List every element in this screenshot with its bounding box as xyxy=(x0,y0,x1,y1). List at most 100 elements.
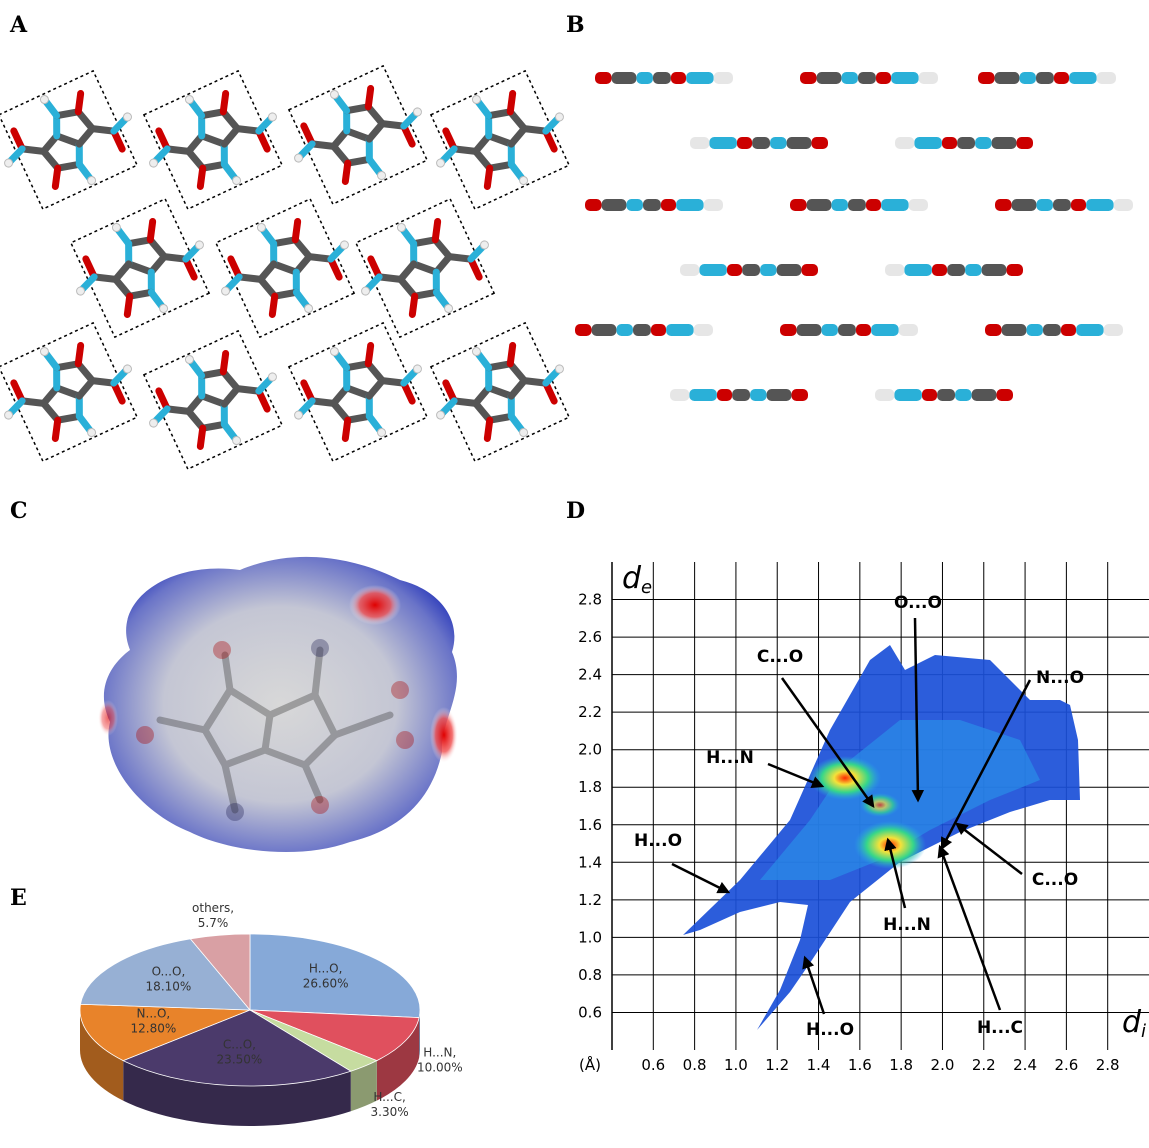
rod-segment xyxy=(891,72,919,84)
panel-d-fingerprint-plot: 0.60.81.01.21.41.61.82.02.22.42.62.80.60… xyxy=(578,561,1149,1074)
x-tick-label: 1.8 xyxy=(889,1056,913,1074)
bond xyxy=(202,396,225,404)
x-tick-label: 2.2 xyxy=(972,1056,996,1074)
bond xyxy=(269,296,279,314)
bond xyxy=(52,420,62,438)
rod-segment xyxy=(742,264,760,276)
rod-segment xyxy=(787,137,812,149)
x-tick-label: 1.6 xyxy=(848,1056,872,1074)
bond xyxy=(57,388,80,396)
annotation: H...O xyxy=(806,1020,854,1040)
rod-segment xyxy=(670,389,689,401)
rod-segment xyxy=(752,137,770,149)
x-axis-label-main: d xyxy=(1122,1005,1142,1040)
rod-segment xyxy=(780,324,797,336)
rod-segment xyxy=(686,72,714,84)
bond xyxy=(220,94,230,112)
bond xyxy=(432,222,442,240)
rod-segment xyxy=(1006,264,1023,276)
annotation-arrow xyxy=(805,958,824,1014)
rod-segment xyxy=(972,389,997,401)
rod-segment xyxy=(995,199,1012,211)
bond xyxy=(484,420,494,438)
rod-segment xyxy=(942,137,957,149)
bond xyxy=(347,388,370,396)
y-tick-label: 1.0 xyxy=(578,928,602,946)
rod-segment xyxy=(1053,199,1071,211)
rod-segment xyxy=(676,199,704,211)
bond xyxy=(274,264,297,272)
rod-segment xyxy=(881,199,909,211)
annotation: H...N xyxy=(883,915,931,935)
pie-value-label: 18.10% xyxy=(146,980,192,994)
y-tick-label: 0.6 xyxy=(578,1003,602,1021)
rod-segment xyxy=(1114,199,1133,211)
rod-segment xyxy=(856,324,871,336)
y-tick-label: 2.2 xyxy=(578,703,602,721)
rod-segment xyxy=(1026,324,1043,336)
bond xyxy=(484,168,494,186)
rod-segment xyxy=(612,72,637,84)
rod-segment xyxy=(811,137,828,149)
pie-label: O...O, xyxy=(152,965,186,979)
rod-segment xyxy=(909,199,928,211)
rod-segment xyxy=(704,199,723,211)
bond xyxy=(507,346,517,364)
y-tick-label: 1.6 xyxy=(578,816,602,834)
rod-segment xyxy=(982,264,1007,276)
rod-segment xyxy=(957,137,975,149)
rod-segment xyxy=(592,324,617,336)
rod-segment xyxy=(651,324,666,336)
pie-value-label: 5.7% xyxy=(198,916,229,930)
rod-segment xyxy=(817,72,842,84)
x-tick-label: 2.0 xyxy=(931,1056,955,1074)
rod-segment xyxy=(978,72,995,84)
rod-segment xyxy=(671,72,686,84)
rod-segment xyxy=(955,389,972,401)
pie-value-label: 3.30% xyxy=(371,1105,409,1119)
bond xyxy=(489,136,512,144)
rod-segment xyxy=(585,199,602,211)
rod-segment xyxy=(919,72,938,84)
page: {"panel_labels": ["A", "B", "C", "D", "E… xyxy=(0,0,1149,1148)
x-tick-label: 0.6 xyxy=(641,1056,665,1074)
x-tick-label: 1.0 xyxy=(724,1056,748,1074)
rod-segment xyxy=(777,264,802,276)
rod-segment xyxy=(995,72,1020,84)
panel-e-pie: H...O,26.60%H...N,10.00%H...C,3.30%C...O… xyxy=(80,901,463,1126)
surface xyxy=(104,557,457,852)
bond xyxy=(292,222,302,240)
annotation-arrow xyxy=(940,847,1000,1010)
rod-segment xyxy=(689,389,717,401)
bond xyxy=(197,168,207,186)
bond xyxy=(489,388,512,396)
molecule xyxy=(264,298,453,487)
pie-label: N...O, xyxy=(137,1007,171,1021)
bond xyxy=(347,131,370,139)
rod-segment xyxy=(885,264,904,276)
rod-segment xyxy=(790,199,807,211)
panel-c-hirshfeld-surface xyxy=(98,557,458,852)
contact-spot xyxy=(349,585,401,625)
molecule xyxy=(0,46,162,235)
annotation: N...O xyxy=(1036,668,1084,688)
rod-segment xyxy=(947,264,965,276)
pie-label: H...O, xyxy=(309,961,343,975)
bond xyxy=(342,163,352,181)
rod-segment xyxy=(727,264,742,276)
rod-segment xyxy=(1002,324,1027,336)
annotation-arrow xyxy=(957,824,1022,874)
rod-segment xyxy=(1012,199,1037,211)
annotation-arrow xyxy=(672,864,728,892)
rod-segment xyxy=(595,72,612,84)
molecule xyxy=(119,46,308,235)
panel-a-crystal-packing xyxy=(0,41,594,495)
x-tick-label: 2.4 xyxy=(1013,1056,1037,1074)
rod-segment xyxy=(937,389,955,401)
rod-segment xyxy=(1036,199,1053,211)
panel-label: E xyxy=(10,885,27,911)
rod-segment xyxy=(797,324,822,336)
rod-segment xyxy=(895,137,914,149)
rod-segment xyxy=(633,324,651,336)
pie-value-label: 26.60% xyxy=(303,976,349,990)
